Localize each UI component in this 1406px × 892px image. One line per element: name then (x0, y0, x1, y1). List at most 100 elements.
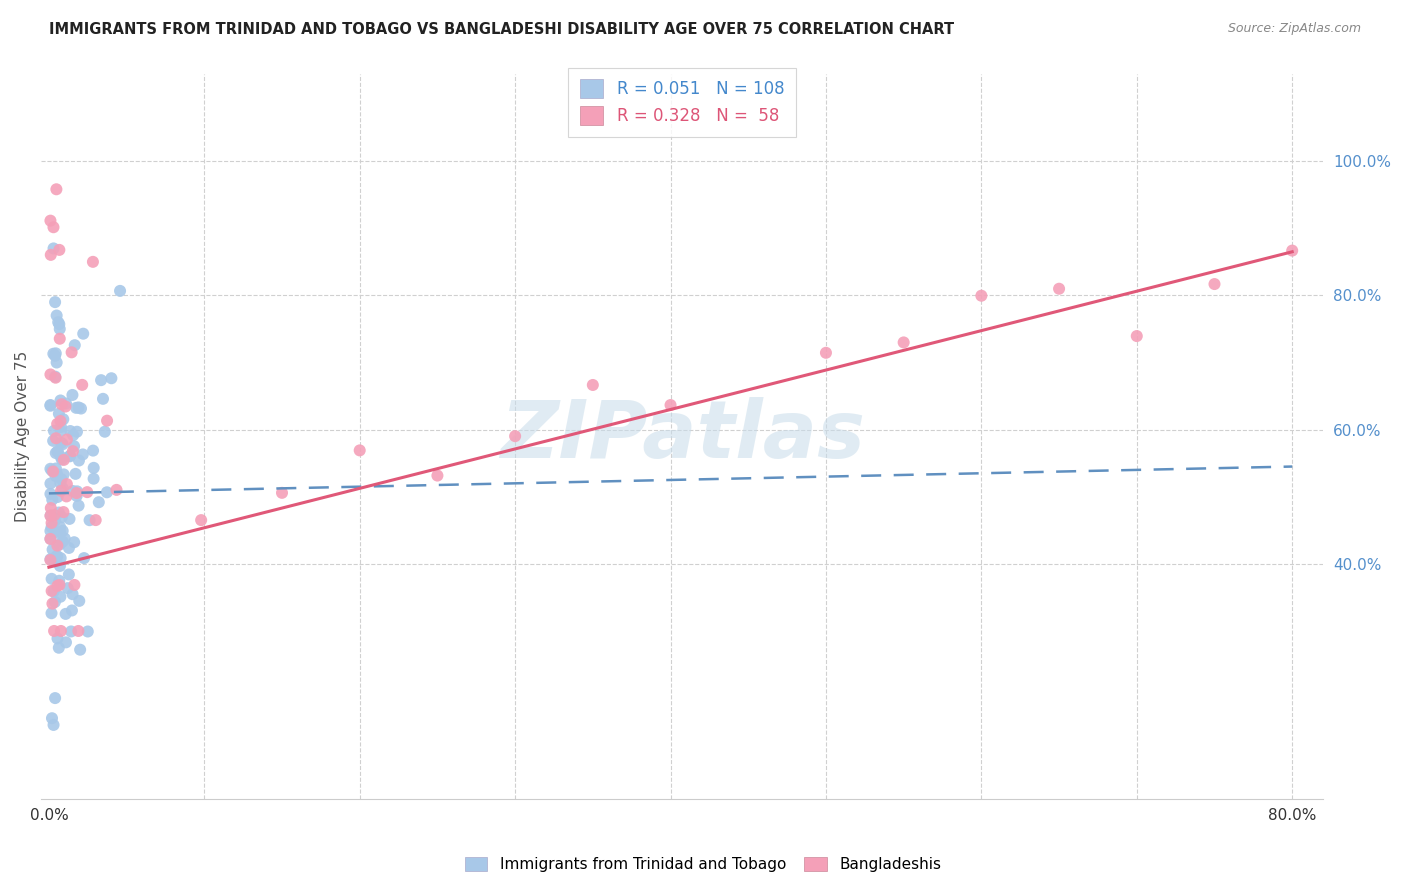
Text: ZIPatlas: ZIPatlas (499, 397, 865, 475)
Point (45, 309, 67, 323)
Point (42, 434, 65, 448)
Point (46, 467, 69, 482)
Point (39, 248, 62, 262)
Point (96, 485, 118, 500)
Point (39, 476, 62, 491)
Point (46, 417, 69, 431)
Point (62, 388, 84, 402)
Point (39, 532, 62, 546)
Point (39, 462, 62, 476)
Point (49, 414, 72, 428)
Point (55, 396, 77, 410)
Point (41, 463, 63, 477)
Point (42, 347, 65, 361)
Point (55, 607, 77, 621)
Point (62, 483, 84, 498)
Point (48, 574, 70, 588)
Point (42, 424, 65, 438)
Point (51, 435, 73, 450)
Point (59, 424, 82, 438)
Point (39, 552, 62, 566)
Point (349, 443, 371, 458)
Point (45, 461, 67, 475)
Point (48, 317, 70, 331)
Point (82, 443, 104, 458)
Point (51, 397, 73, 411)
Point (41, 572, 63, 586)
Point (49, 475, 72, 490)
Point (44, 369, 66, 384)
Point (41, 542, 63, 557)
Point (39, 532, 62, 546)
Point (60, 603, 83, 617)
Point (49, 393, 72, 408)
Point (62, 587, 84, 601)
Y-axis label: Disability Age Over 75: Disability Age Over 75 (15, 351, 30, 522)
Point (70, 377, 93, 392)
Point (63, 338, 86, 352)
Point (39, 368, 62, 382)
Point (49, 525, 72, 540)
Point (100, 371, 122, 385)
Point (73, 551, 96, 566)
Point (63, 535, 86, 549)
Point (45, 550, 67, 565)
Point (46, 579, 69, 593)
Point (39, 487, 62, 501)
Point (70, 401, 93, 416)
Point (52, 524, 75, 538)
Point (45, 446, 67, 460)
Point (46, 632, 69, 646)
Point (65, 486, 87, 500)
Point (94, 425, 117, 439)
Point (46, 549, 69, 563)
Legend: R = 0.051   N = 108, R = 0.328   N =  58: R = 0.051 N = 108, R = 0.328 N = 58 (568, 68, 796, 136)
Point (59, 449, 82, 463)
Point (65, 401, 87, 415)
Point (49, 590, 72, 604)
Point (39, 524, 62, 538)
Point (45, 182, 67, 196)
Point (63, 439, 86, 453)
Point (1126, 329, 1149, 343)
Point (67, 401, 90, 415)
Point (56, 477, 79, 491)
Point (42, 718, 65, 732)
Point (87, 495, 110, 509)
Point (52, 481, 75, 495)
Point (60, 345, 83, 359)
Legend: Immigrants from Trinidad and Tobago, Bangladeshis: Immigrants from Trinidad and Tobago, Ban… (457, 849, 949, 880)
Point (44, 554, 66, 568)
Point (83, 460, 105, 475)
Point (72, 447, 94, 461)
Point (62, 428, 84, 442)
Text: Source: ZipAtlas.com: Source: ZipAtlas.com (1227, 22, 1361, 36)
Point (893, 335, 915, 350)
Point (67, 624, 90, 638)
Point (45, 549, 67, 564)
Point (582, 378, 605, 392)
Point (39, 398, 62, 412)
Point (45, 469, 67, 483)
Point (39, 508, 62, 523)
Point (51, 452, 73, 467)
Point (970, 289, 993, 303)
Point (39, 501, 62, 516)
Point (41, 492, 63, 507)
Point (65, 467, 87, 481)
Point (39, 553, 62, 567)
Point (1281, 244, 1303, 258)
Point (72, 326, 94, 341)
Point (42, 465, 65, 479)
Point (90, 373, 112, 387)
Point (84, 513, 107, 527)
Point (67, 594, 90, 608)
Point (52, 534, 75, 549)
Point (58, 541, 80, 555)
Point (63, 578, 86, 592)
Point (44, 514, 66, 528)
Point (49, 424, 72, 438)
Point (82, 255, 104, 269)
Point (46, 315, 69, 329)
Point (49, 322, 72, 336)
